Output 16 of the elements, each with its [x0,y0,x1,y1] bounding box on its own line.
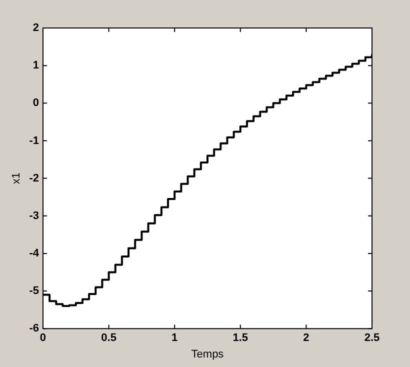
y-tick-label: -5 [29,285,39,298]
y-tick-label: -1 [29,134,39,147]
y-tick-label: -4 [29,247,40,260]
y-tick-label: 1 [32,60,39,72]
y-tick-label: -6 [29,322,39,335]
y-tick-label: 2 [32,22,39,34]
x-tick-label: 1 [172,332,178,344]
y-tick-label: -3 [29,210,39,222]
x-tick-label: 2.5 [364,332,380,344]
x-tick-label: 2 [303,332,310,344]
x-tick-label: 1.5 [232,332,248,344]
y-tick-label: -2 [29,172,39,184]
x-axis-title: Temps [191,348,224,360]
y-axis-title: x1 [10,172,23,184]
x-tick-label: 0.5 [101,332,116,344]
y-tick-label: 0 [32,97,39,110]
